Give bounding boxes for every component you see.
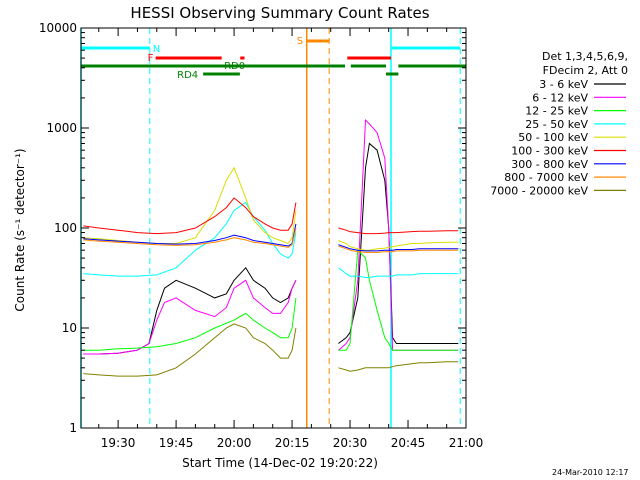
- series-layer: [83, 118, 459, 377]
- legend-entry-label: 3 - 6 keV: [539, 78, 588, 91]
- y-tick-label: 10: [62, 321, 77, 335]
- series-line-8: [83, 227, 459, 253]
- series-line-6: [83, 197, 459, 235]
- legend-entry-label: 12 - 25 keV: [525, 105, 588, 118]
- x-axis: 19:30 19:45 20:00 20:15 20:30 20:45 21:00: [98, 28, 484, 450]
- legend-entry-label: 6 - 12 keV: [532, 91, 588, 104]
- flare-label: F: [148, 53, 154, 64]
- annotation-bars: N S F RD0 RD4: [80, 28, 466, 428]
- rd0-label: RD0: [224, 61, 245, 72]
- legend-title-line: Det 1,3,4,5,6,9,: [542, 50, 628, 63]
- y-tick-label: 1: [69, 421, 77, 435]
- legend: Det 1,3,4,5,6,9,FDecim 2, Att 03 - 6 keV…: [490, 50, 628, 197]
- series-line-9: [83, 323, 459, 377]
- x-tick-label: 21:00: [449, 436, 484, 450]
- series-line-5: [83, 166, 459, 251]
- series-line-4: [83, 201, 459, 278]
- x-tick-label: 19:45: [159, 436, 194, 450]
- legend-entry-label: 300 - 800 keV: [511, 158, 588, 171]
- series-line-7: [83, 223, 459, 252]
- x-axis-label: Start Time (14-Dec-02 19:20:22): [182, 456, 378, 470]
- x-tick-label: 20:15: [275, 436, 310, 450]
- y-axis-label: Count Rate (s⁻¹ detector⁻¹): [13, 148, 27, 311]
- timestamp: 24-Mar-2010 12:17: [552, 468, 629, 477]
- y-tick-label: 1000: [46, 121, 77, 135]
- legend-entry-label: 7000 - 20000 keV: [490, 184, 588, 197]
- series-line-3: [83, 249, 459, 351]
- saa-label: S: [297, 36, 303, 47]
- y-axis: 1 10 100 1000 10000: [39, 21, 466, 435]
- x-tick-label: 20:00: [217, 436, 252, 450]
- y-tick-label: 10000: [39, 21, 77, 35]
- x-tick-label: 20:45: [391, 436, 426, 450]
- y-tick-label: 100: [54, 221, 77, 235]
- legend-entry-label: 800 - 7000 keV: [504, 171, 588, 184]
- legend-title-line: FDecim 2, Att 0: [543, 64, 628, 77]
- night-label: N: [153, 44, 160, 55]
- series-line-2: [83, 118, 459, 355]
- series-line-1: [83, 142, 459, 355]
- legend-entry-label: 25 - 50 keV: [525, 118, 588, 131]
- rd4-label: RD4: [177, 70, 198, 81]
- legend-entry-label: 100 - 300 keV: [511, 145, 588, 158]
- chart-title: HESSI Observing Summary Count Rates: [130, 4, 429, 22]
- x-tick-label: 19:30: [101, 436, 136, 450]
- legend-entry-label: 50 - 100 keV: [518, 131, 588, 144]
- x-tick-label: 20:30: [333, 436, 368, 450]
